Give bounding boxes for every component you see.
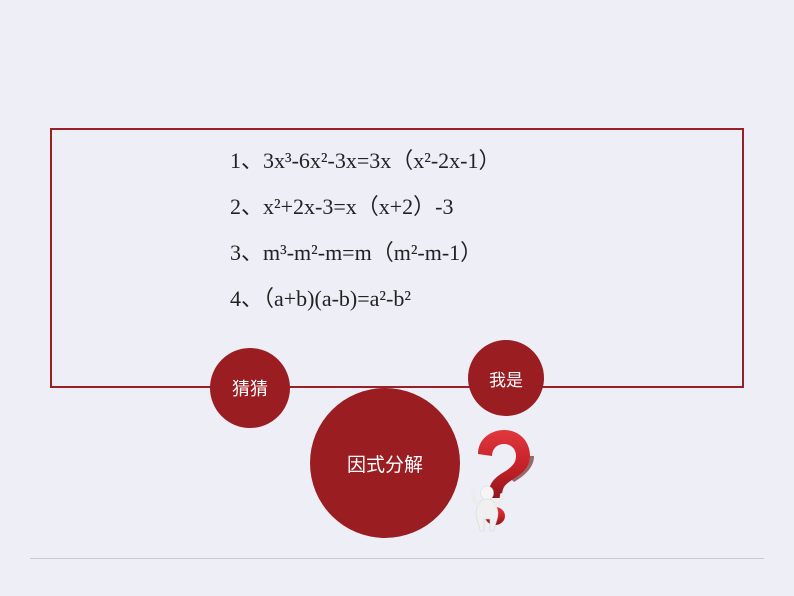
bubble-factorization: 因式分解 [310,388,460,538]
equation-item: 2、x²+2x-3=x（x+2）-3 [230,196,650,218]
bubble-iam: 我是 [468,340,544,416]
bottom-divider [30,558,764,559]
equation-item: 3、m³-m²-m=m（m²-m-1） [230,242,650,264]
bubble-factorization-label: 因式分解 [347,450,423,477]
bubble-guess: 猜猜 [210,348,290,428]
bubble-guess-label: 猜猜 [232,375,268,401]
equation-item: 1、3x³-6x²-3x=3x（x²-2x-1） [230,150,650,172]
person-figure-icon [468,485,506,533]
equation-list: 1、3x³-6x²-3x=3x（x²-2x-1） 2、x²+2x-3=x（x+2… [230,150,650,334]
bubble-iam-label: 我是 [489,366,523,391]
equation-item: 4、（a+b)(a-b)=a²-b² [230,288,650,310]
